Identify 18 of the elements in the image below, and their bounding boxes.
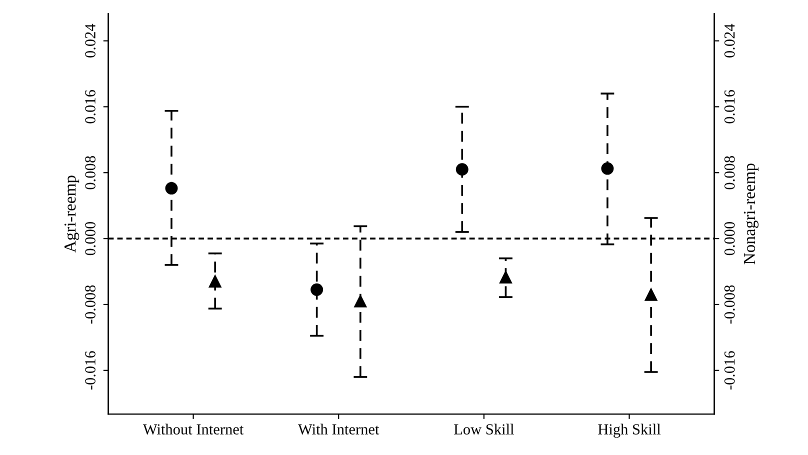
y-tick-label: 0.016 [85, 90, 96, 124]
x-tick-label: High Skill [598, 424, 661, 438]
y2-axis-title: Nonagri-reemp [744, 164, 759, 264]
y-tick-label: -0.008 [85, 285, 96, 324]
y2-tick-label: 0.016 [724, 90, 735, 124]
y2-tick-label: 0.008 [724, 156, 735, 190]
y-tick-label: 0.008 [85, 156, 96, 190]
y2-tick-label: -0.008 [724, 285, 735, 324]
y2-tick-label: 0.000 [724, 222, 735, 256]
x-tick-label: Low Skill [454, 424, 514, 435]
x-tick-label: With Internet [298, 424, 380, 435]
y-axis-title: Agri-reemp [64, 176, 80, 253]
y-tick-label: 0.000 [85, 222, 96, 256]
y-tick-label: 0.024 [85, 24, 96, 58]
y-tick-label: -0.016 [85, 351, 96, 390]
x-tick-label: Without Internet [142, 424, 244, 435]
y2-tick-label: 0.024 [724, 24, 735, 58]
y2-tick-label: -0.016 [724, 351, 735, 390]
